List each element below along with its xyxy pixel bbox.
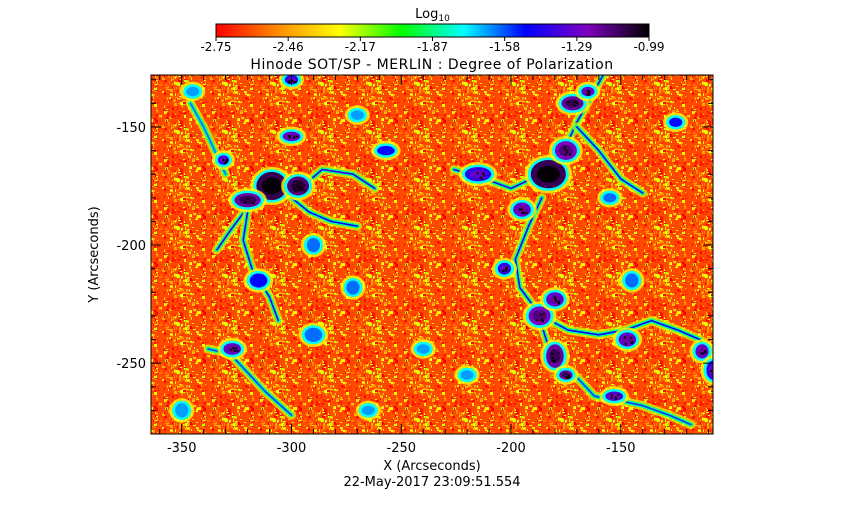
colorbar-label-main: Log xyxy=(415,7,438,22)
colorbar-tick-label: -1.29 xyxy=(561,40,592,54)
y-tick-label: -150 xyxy=(116,121,146,136)
filament-core xyxy=(576,376,692,426)
polarization-patch xyxy=(340,275,366,300)
filament-core xyxy=(514,197,556,369)
axes: -350 -300 -250 -200 -150 -150 -200 -250 xyxy=(116,74,714,456)
plot-area xyxy=(151,75,713,434)
polarization-patch xyxy=(612,327,643,352)
polarization-patch xyxy=(548,136,583,166)
polarization-patch xyxy=(522,301,557,331)
colorbar-label-sub: 10 xyxy=(438,14,450,24)
colorbar-tick-label: -2.17 xyxy=(345,40,376,54)
polarization-patch xyxy=(663,112,689,132)
polarization-patch xyxy=(410,339,436,359)
colorbar-tick-label: -1.87 xyxy=(417,40,448,54)
colorbar-tick-label: -2.75 xyxy=(200,40,231,54)
polarization-patch xyxy=(599,386,629,406)
polarization-patch xyxy=(597,188,623,208)
filament-core xyxy=(242,211,280,322)
x-tick-label: -200 xyxy=(496,441,526,456)
colorbar xyxy=(215,23,650,38)
heatmap-field xyxy=(151,75,713,434)
filament-core xyxy=(576,126,644,194)
colorbar-tick-label: -1.58 xyxy=(489,40,520,54)
timestamp: 22-May-2017 23:09:51.554 xyxy=(343,475,520,490)
polarization-patch xyxy=(355,400,381,421)
polarization-patch xyxy=(281,171,316,201)
filament-core xyxy=(290,197,359,227)
polarization-patch xyxy=(180,81,206,102)
x-axis-label: X (Arcseconds) xyxy=(383,459,480,474)
y-tick-label: -200 xyxy=(116,239,146,254)
polarization-patch xyxy=(250,166,294,206)
colorbar-gradient xyxy=(215,23,650,38)
x-tick-label: -150 xyxy=(606,441,636,456)
filament-core xyxy=(541,315,713,364)
polarization-patch xyxy=(454,365,480,385)
polarization-patch xyxy=(553,365,579,385)
polarization-patch xyxy=(298,322,329,347)
y-tick-label: -250 xyxy=(116,357,146,372)
colorbar-ticks: -2.75 -2.46 -2.17 -1.87 -1.58 -1.29 -0.99 xyxy=(200,37,665,54)
colorbar-tick-label: -0.99 xyxy=(633,40,664,54)
x-tick-label: -300 xyxy=(277,441,307,456)
polarization-patch xyxy=(540,287,570,312)
polarization-patch xyxy=(689,339,713,364)
polarization-patch xyxy=(228,188,267,213)
polarization-patch xyxy=(575,81,601,102)
polarization-patch xyxy=(169,398,195,423)
colorbar-tick-label: -2.46 xyxy=(273,40,304,54)
polarization-patch xyxy=(619,268,645,293)
polarization-patch xyxy=(540,339,570,373)
y-axis-label: Y (Arcseconds) xyxy=(87,206,102,303)
polarization-patch xyxy=(217,338,248,360)
chart-title: Hinode SOT/SP - MERLIN : Degree of Polar… xyxy=(250,57,613,73)
colorbar-label: Log10 xyxy=(415,7,450,24)
polarization-patch xyxy=(276,126,307,147)
polarization-patch xyxy=(344,105,370,125)
heatmap-background xyxy=(151,75,713,434)
polarization-patch xyxy=(458,162,498,187)
polarization-patch xyxy=(524,155,572,194)
polarization-patch xyxy=(371,140,401,161)
polarization-patch xyxy=(300,232,327,258)
x-tick-label: -350 xyxy=(167,441,197,456)
polarization-patch xyxy=(243,268,274,293)
x-tick-label: -250 xyxy=(387,441,417,456)
polarization-patch xyxy=(491,257,518,280)
plot-frame xyxy=(150,74,714,435)
polarization-patch xyxy=(211,150,235,170)
polarization-patch xyxy=(507,197,537,222)
